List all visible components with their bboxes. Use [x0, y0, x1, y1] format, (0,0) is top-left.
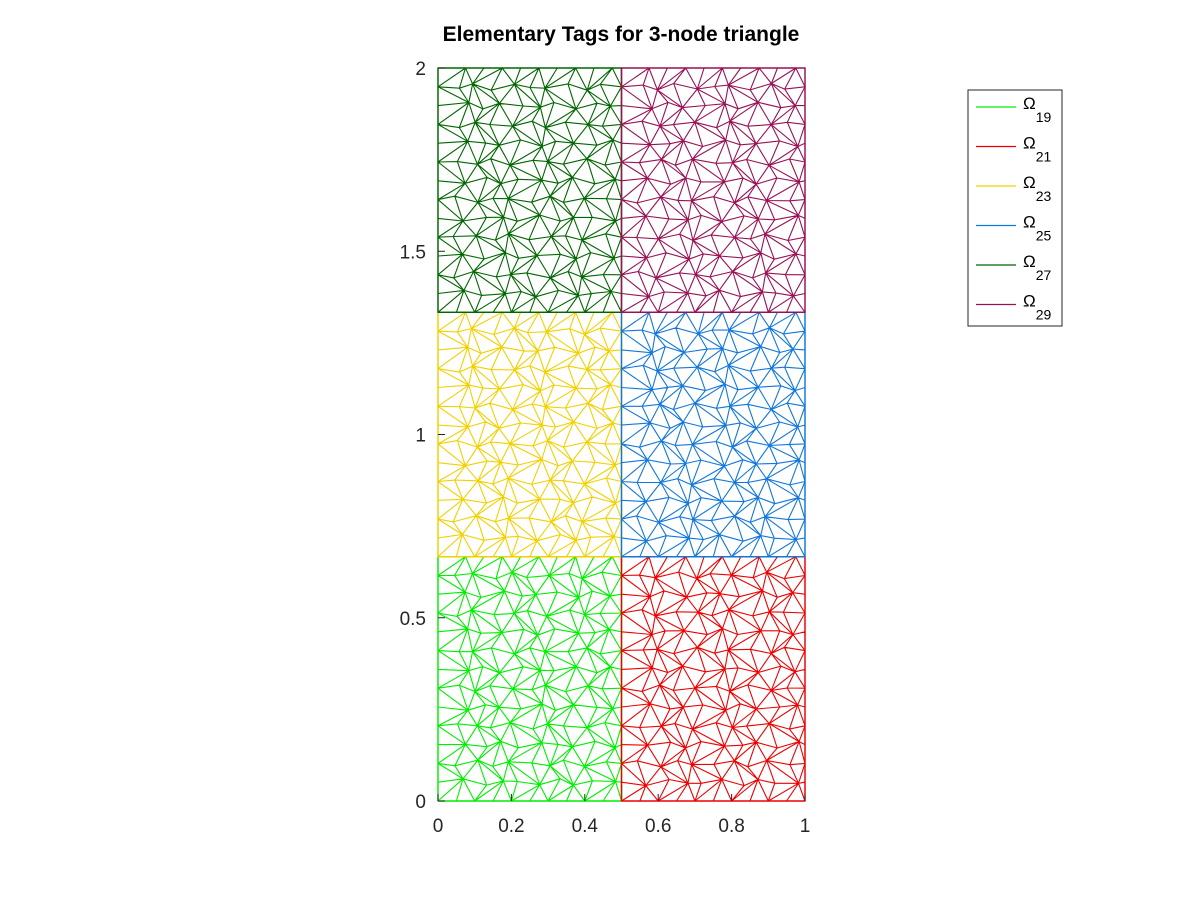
- mesh-triangles-27: [437, 67, 623, 313]
- x-tick-label-5: 1: [800, 816, 811, 837]
- mesh-triangles-19: [437, 556, 623, 802]
- mesh-region-27: [437, 67, 623, 314]
- legend-subscript-25: 25: [1036, 228, 1052, 244]
- x-tick-label-0: 0: [433, 816, 444, 837]
- mesh-region-25: [620, 311, 806, 558]
- x-tick-label-3: 0.6: [645, 816, 671, 837]
- mesh-triangles-29: [620, 67, 806, 313]
- chart-title: Elementary Tags for 3-node triangle: [443, 23, 800, 46]
- mesh-triangles-21: [620, 556, 806, 802]
- legend-box: [967, 89, 1063, 327]
- legend-subscript-29: 29: [1036, 307, 1052, 323]
- x-tick-label-4: 0.8: [718, 816, 744, 837]
- x-tick-label-2: 0.4: [572, 816, 599, 837]
- mesh-region-19: [437, 555, 623, 802]
- y-tick-label-1: 0.5: [400, 609, 426, 630]
- legend-subscript-19: 19: [1036, 109, 1052, 125]
- legend-subscript-23: 23: [1036, 188, 1052, 204]
- axes: 0 0.2 0.4 0.6 0.8 1 0 0.5 1 1.5 2: [400, 59, 811, 837]
- mesh-region-border-29: [620, 67, 806, 314]
- legend-subscript-21: 21: [1036, 149, 1052, 165]
- mesh-region-23: [437, 311, 623, 558]
- x-tick-label-1: 0.2: [498, 816, 524, 837]
- mesh-triangles-25: [620, 311, 806, 558]
- mesh-triangles-23: [437, 311, 623, 558]
- legend-subscript-27: 27: [1036, 267, 1052, 283]
- mesh-region-29: [620, 67, 806, 314]
- y-tick-label-0: 0: [415, 792, 426, 813]
- y-tick-label-3: 1.5: [400, 242, 426, 263]
- mesh-layer: [437, 67, 806, 802]
- y-tick-label-4: 2: [415, 59, 426, 80]
- mesh-region-21: [620, 555, 806, 802]
- y-tick-label-2: 1: [415, 426, 426, 447]
